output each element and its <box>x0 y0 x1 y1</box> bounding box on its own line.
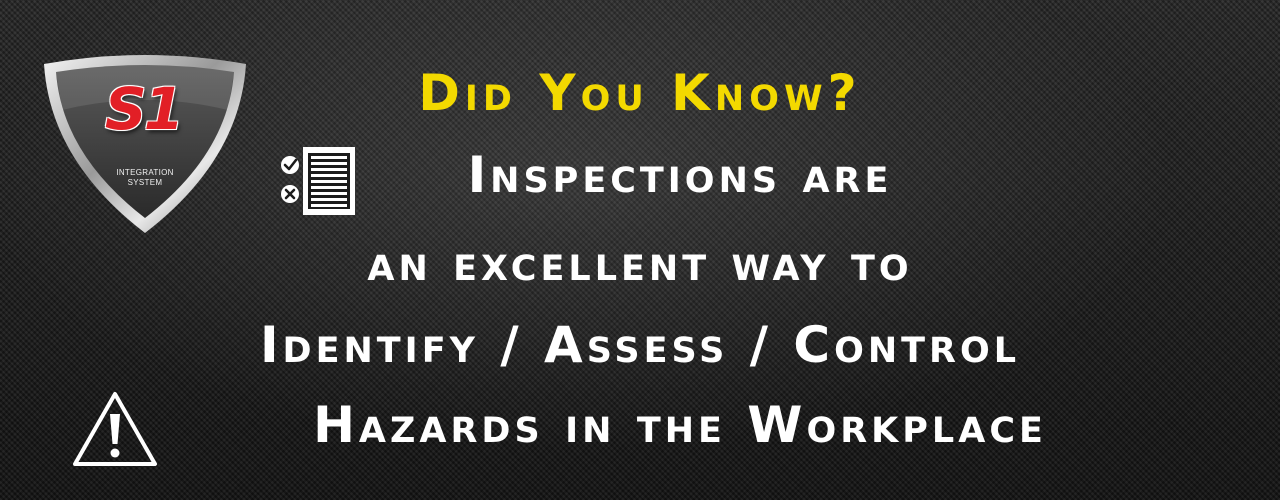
line-hazards-in-the-workplace: Hazards in the Workplace <box>313 396 1047 454</box>
logo-caption-line1: INTEGRATION <box>116 168 174 177</box>
logo-caption: INTEGRATION SYSTEM <box>105 168 185 188</box>
line-an-excellent-way-to: an excellent way to <box>367 234 913 292</box>
logo-caption-line2: SYSTEM <box>127 178 163 187</box>
warning-icon <box>73 392 157 466</box>
line-inspections-are: Inspections are <box>467 146 893 204</box>
line-identify-assess-control: Identify / Assess / Control <box>259 316 1021 374</box>
headline: Did You Know? <box>418 64 862 122</box>
checklist-icon <box>281 147 355 215</box>
logo-mark: S1 <box>104 75 184 143</box>
shield-logo-icon <box>44 55 246 233</box>
